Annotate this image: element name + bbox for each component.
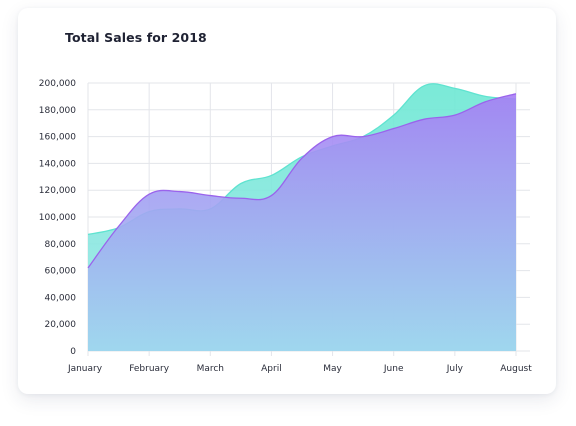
x-tick-label: August: [500, 364, 532, 374]
x-tick-label: March: [197, 364, 224, 374]
y-tick-label: 0: [70, 347, 76, 357]
x-tick-label: July: [446, 364, 464, 374]
series-2-line: [87, 93, 517, 269]
y-tick-label: 120,000: [39, 186, 76, 196]
y-tick-label: 180,000: [39, 106, 76, 116]
series-2-area: [88, 93, 516, 351]
y-tick-label: 140,000: [39, 159, 76, 169]
y-tick-label: 100,000: [39, 213, 76, 223]
y-tick-label: 20,000: [45, 320, 77, 330]
y-tick-label: 160,000: [39, 133, 76, 143]
y-tick-label: 80,000: [45, 240, 77, 250]
y-tick-label: 60,000: [45, 267, 77, 277]
x-tick-label: April: [261, 364, 282, 374]
y-tick-label: 40,000: [45, 293, 77, 303]
x-tick-label: January: [67, 364, 103, 374]
y-tick-label: 200,000: [39, 79, 76, 89]
chart-title: Total Sales for 2018: [65, 30, 207, 45]
x-tick-label: June: [383, 364, 404, 374]
x-tick-label: May: [323, 364, 342, 374]
area-series-group: [87, 83, 517, 351]
x-tick-label: February: [129, 364, 170, 374]
axis-labels: 0 20,000 40,000 60,000 80,000 100,000 120,000 1…: [39, 79, 532, 374]
